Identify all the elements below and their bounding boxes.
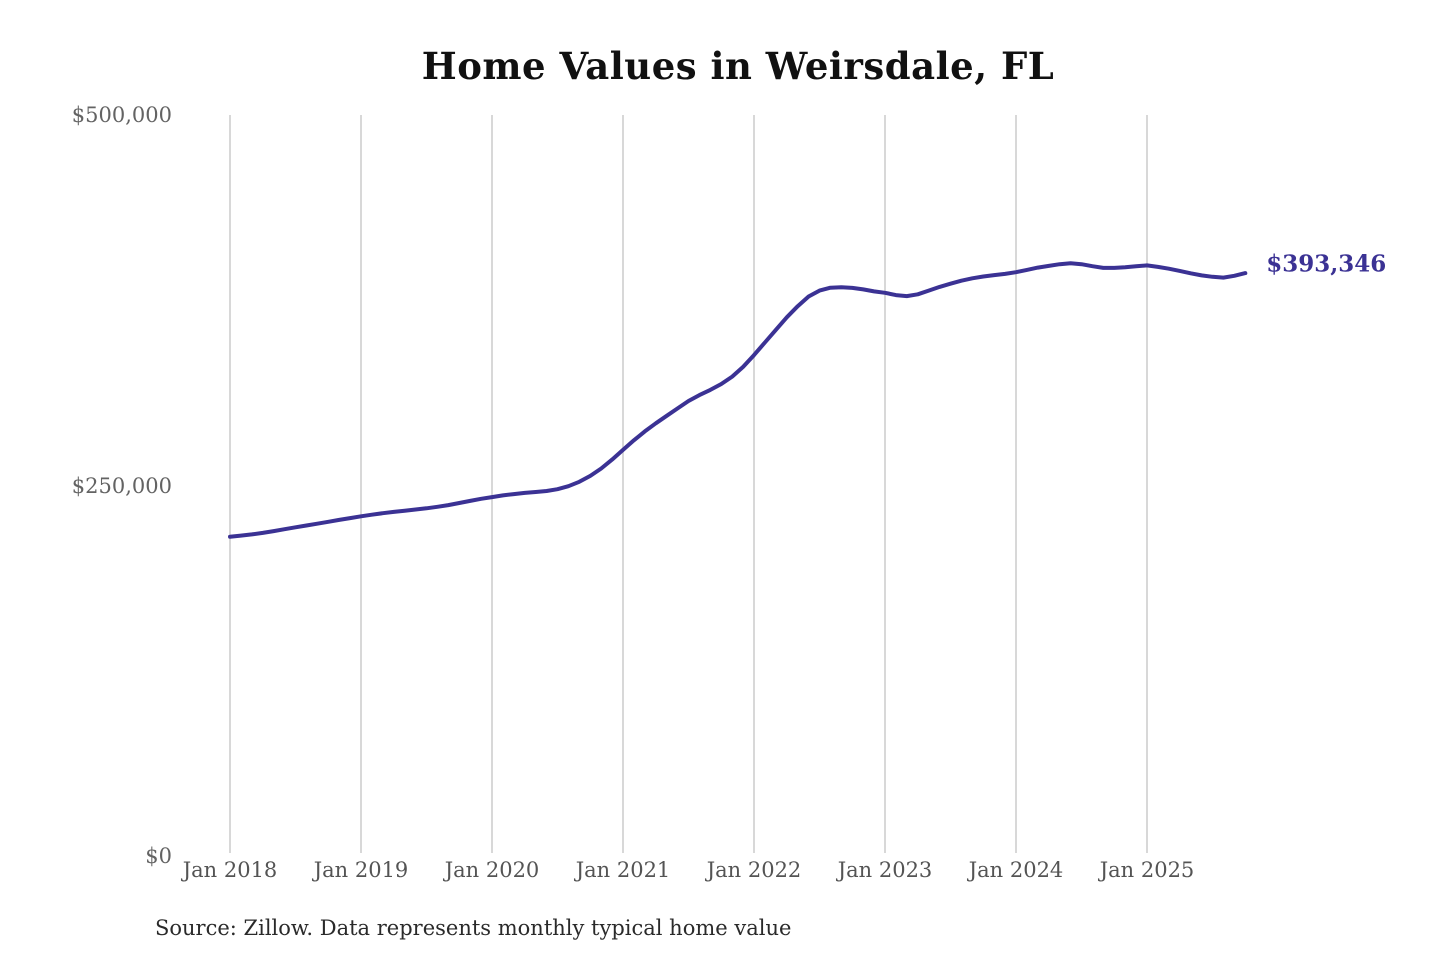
- source-note: Source: Zillow. Data represents monthly …: [155, 916, 792, 940]
- y-tick-label: $0: [145, 844, 172, 868]
- y-tick-label: $500,000: [71, 103, 172, 127]
- x-tick-label: Jan 2021: [575, 858, 671, 882]
- x-tick-label: Jan 2023: [837, 858, 933, 882]
- home-value-line: [228, 261, 1248, 539]
- x-tick-label: Jan 2025: [1099, 858, 1195, 882]
- end-value-label: $393,346: [1266, 250, 1387, 278]
- y-tick-label: $250,000: [71, 473, 172, 498]
- x-tick-label: Jan 2018: [182, 858, 278, 882]
- x-tick-label: Jan 2020: [444, 858, 540, 882]
- x-tick-label: Jan 2024: [968, 858, 1064, 882]
- chart-title: Home Values in Weirsdale, FL: [421, 44, 1055, 88]
- x-tick-label: Jan 2019: [313, 858, 409, 882]
- x-tick-label: Jan 2022: [706, 858, 802, 882]
